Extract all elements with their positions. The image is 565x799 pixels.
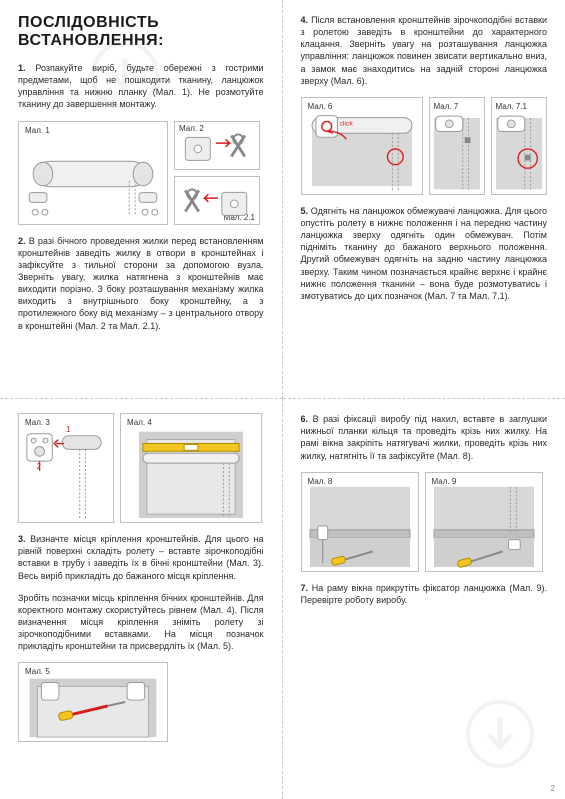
para-7: 7. На раму вікна прикрутіть фіксатор лан… (301, 582, 548, 606)
para-4: 4. Після встановлення кронштейнів зірочк… (301, 14, 548, 87)
para-3a-text: Визначте місця кріплення кронштейнів. Дл… (18, 534, 264, 580)
quadrant-2: 4. Після встановлення кронштейнів зірочк… (283, 0, 565, 399)
fig-4-illustration (121, 414, 261, 522)
fig-7: Мал. 7 (429, 97, 485, 195)
page: ПОСЛІДОВНІСТЬ ВСТАНОВЛЕННЯ: 1. Розпакуйт… (0, 0, 565, 799)
para-6: 6. В разі фіксації виробу під нахил, вст… (301, 413, 548, 462)
fig-3: Мал. 3 2 1 (18, 413, 114, 523)
fig-8-illustration (302, 473, 418, 571)
watermark-icon (90, 40, 160, 110)
fig-row-4: Мал. 8 Мал. 9 (301, 472, 548, 572)
para-6-text: В разі фіксації виробу під нахил, вставт… (301, 414, 548, 460)
fig-4: Мал. 4 (120, 413, 262, 523)
para-2: 2. В разі бічного проведення жилки перед… (18, 235, 264, 332)
fig-8: Мал. 8 (301, 472, 419, 572)
para-5-text: Одягніть на ланцюжок обмежувачі ланцюжка… (301, 206, 548, 301)
fig-2-1-illustration (175, 177, 259, 224)
para-4-text: Після встановлення кронштейнів зірочкопо… (301, 15, 548, 86)
para-2-text: В разі бічного проведення жилки перед вс… (18, 236, 264, 331)
watermark-icon-2 (465, 699, 535, 769)
fig-6: Мал. 6 click (301, 97, 423, 195)
para-3b: Зробіть позначки місць кріплення бічних … (18, 592, 264, 653)
fig-7-1-illustration (492, 98, 546, 194)
click-label: click (339, 120, 353, 127)
quadrant-3: Мал. 3 2 1 Мал. 4 (0, 399, 283, 799)
fig-2: Мал. 2 (174, 121, 260, 170)
fig-7-illustration (430, 98, 484, 194)
fig-6-illustration: click (302, 98, 422, 194)
para-5: 5. Одягніть на ланцюжок обмежувачі ланцю… (301, 205, 548, 302)
page-number: 2 (551, 784, 555, 793)
fig-9: Мал. 9 (425, 472, 543, 572)
fig-row-1: Мал. 1 Мал. 2 (18, 121, 264, 225)
fig-1-illustration (19, 122, 167, 224)
fig-row-2: Мал. 6 click Мал. 7 (301, 97, 548, 195)
fig-1: Мал. 1 (18, 121, 168, 225)
fig-2-stack: Мал. 2 Мал. 2.1 (174, 121, 260, 225)
fig-2-1: Мал. 2.1 (174, 176, 260, 225)
svg-text:1: 1 (66, 425, 70, 434)
para-3a: 3. Визначте місця кріплення кронштейнів.… (18, 533, 264, 582)
svg-text:2: 2 (37, 462, 41, 471)
fig-row-3: Мал. 3 2 1 Мал. 4 (18, 413, 264, 523)
para-3b-text: Зробіть позначки місць кріплення бічних … (18, 593, 264, 652)
fig-7-1: Мал. 7.1 (491, 97, 547, 195)
fig-3-illustration: 2 1 (19, 414, 113, 522)
fig-2-illustration (175, 122, 259, 169)
quadrant-1: ПОСЛІДОВНІСТЬ ВСТАНОВЛЕННЯ: 1. Розпакуйт… (0, 0, 283, 399)
fig-5-illustration (19, 663, 167, 741)
fig-9-illustration (426, 473, 542, 571)
fig-5: Мал. 5 (18, 662, 168, 742)
quadrant-4: 6. В разі фіксації виробу під нахил, вст… (283, 399, 565, 799)
para-7-text: На раму вікна прикрутіть фіксатор ланцюж… (301, 583, 548, 605)
